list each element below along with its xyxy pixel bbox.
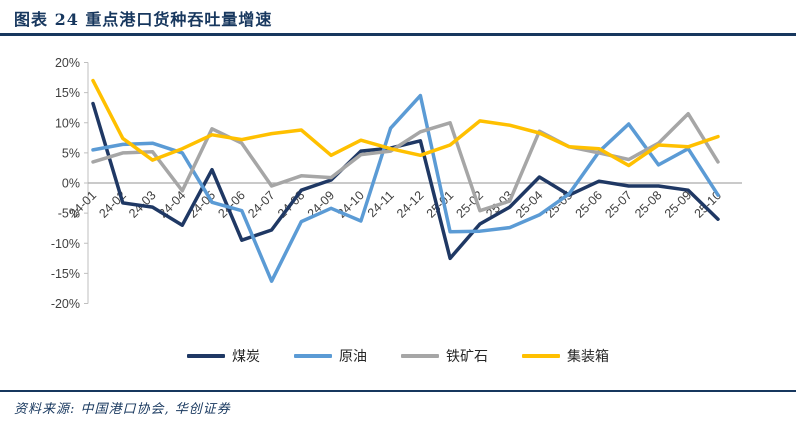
series-lines — [91, 78, 720, 283]
container-line — [91, 78, 720, 168]
legend-item-iron-ore: 铁矿石 — [401, 346, 488, 366]
x-axis-label: 24-12 — [394, 188, 427, 221]
page-title: 图表 24 重点港口货种吞吐量增速 — [14, 10, 273, 29]
legend-swatch-crude-oil — [294, 354, 332, 358]
y-axis-label: -20% — [51, 297, 80, 311]
legend-item-coal: 煤炭 — [187, 346, 260, 366]
footer-divider — [0, 390, 796, 392]
legend-label-coal: 煤炭 — [232, 348, 260, 364]
y-axis-label: 10% — [55, 116, 80, 130]
legend-label-iron-ore: 铁矿石 — [446, 348, 488, 364]
x-axis-label: 24-09 — [305, 188, 338, 221]
y-axis-label: 20% — [55, 56, 80, 70]
legend-item-container: 集装箱 — [522, 346, 609, 366]
legend-swatch-iron-ore — [401, 354, 439, 358]
y-axis-label: 15% — [55, 86, 80, 100]
x-axis-label: 25-07 — [602, 188, 635, 221]
source-note: 资料来源: 中国港口协会, 华创证券 — [14, 402, 231, 417]
legend-swatch-coal — [187, 354, 225, 358]
y-axis-label: 0% — [62, 177, 80, 191]
y-axis-label: -5% — [58, 207, 80, 221]
x-axis-label: 24-01 — [67, 188, 100, 221]
x-axis-label: 24-07 — [245, 188, 278, 221]
coal-line — [91, 101, 720, 261]
y-axis-label: -15% — [51, 267, 80, 281]
x-axis-label: 25-02 — [454, 188, 487, 221]
y-axis-label: 5% — [62, 146, 80, 160]
x-axis-label: 25-10 — [692, 188, 725, 221]
x-axis-label: 24-04 — [156, 188, 189, 221]
legend-item-crude-oil: 原油 — [294, 346, 367, 366]
x-axis-label: 25-08 — [632, 188, 665, 221]
crude-oil-line — [91, 93, 720, 283]
y-axis: 20% 15% 10% 5% 0% -5% -10% -15% -20% — [51, 56, 89, 311]
header-divider — [0, 33, 796, 36]
y-axis-label: -10% — [51, 237, 80, 251]
legend-label-crude-oil: 原油 — [339, 348, 367, 364]
legend-swatch-container — [522, 354, 560, 358]
line-chart: 20%15%10%5%0%-5%-10%-15%-20%24-0124-0224… — [51, 56, 742, 311]
legend-label-container: 集装箱 — [567, 348, 609, 364]
chart-legend: 煤炭 原油 铁矿石 集装箱 — [0, 346, 796, 366]
